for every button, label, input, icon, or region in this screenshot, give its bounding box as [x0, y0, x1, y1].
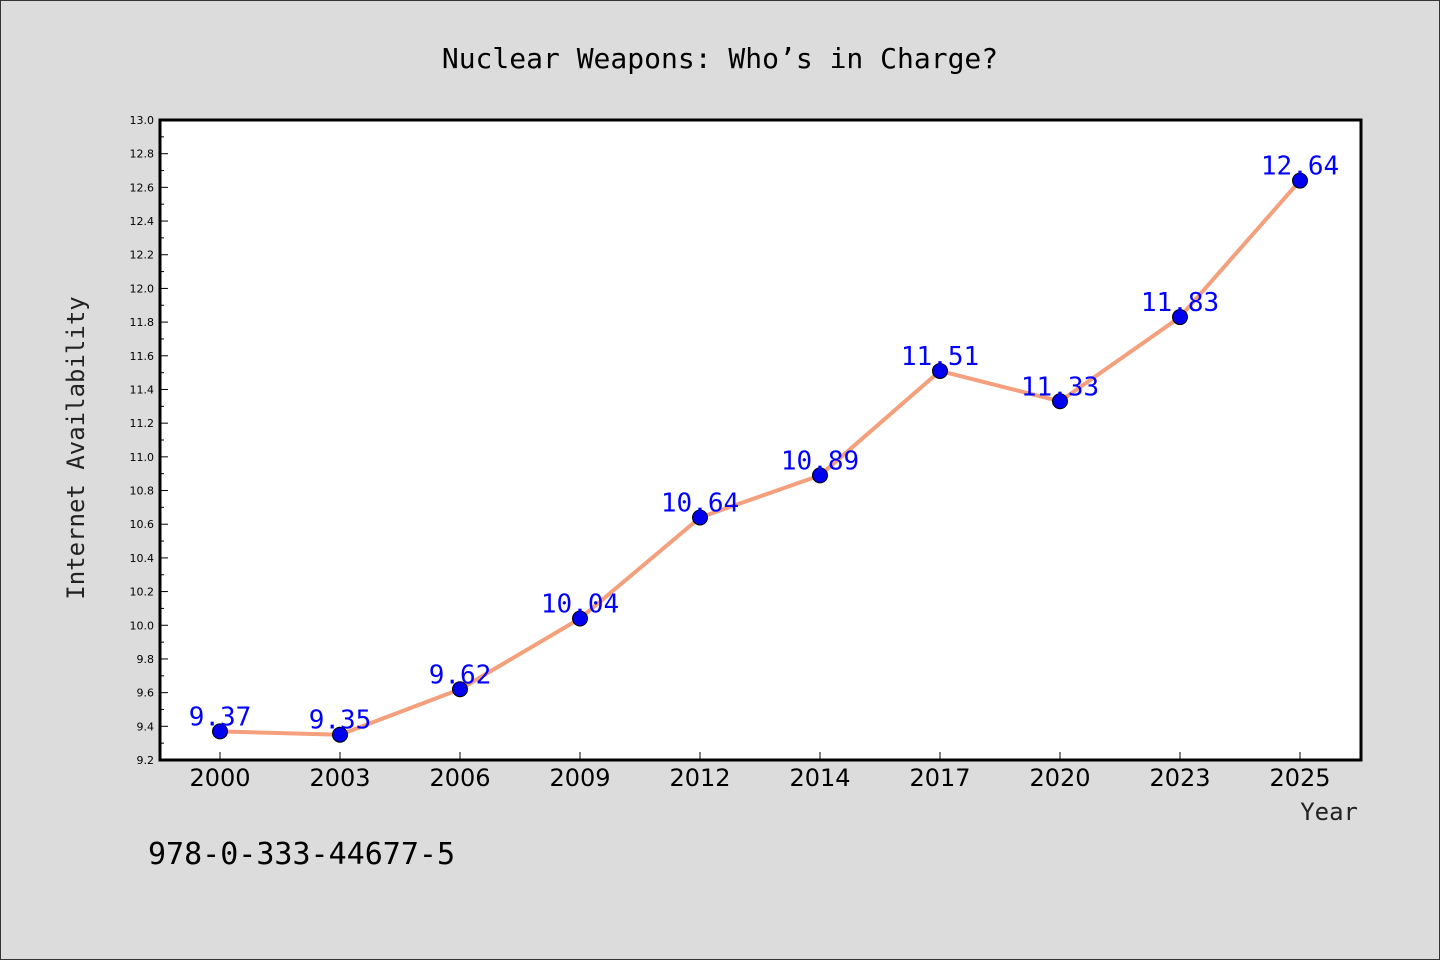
y-tick-label: 12.6 — [130, 181, 155, 194]
chart-title: Nuclear Weapons: Who’s in Charge? — [442, 42, 998, 75]
x-tick-label: 2000 — [189, 764, 250, 792]
y-tick-label: 10.4 — [130, 552, 155, 565]
x-tick-label: 2009 — [549, 764, 610, 792]
x-axis-title: Year — [1300, 798, 1358, 826]
data-value-label: 9.62 — [429, 660, 492, 690]
data-value-label: 11.33 — [1021, 372, 1099, 402]
data-value-label: 11.51 — [901, 342, 979, 372]
y-tick-label: 9.8 — [137, 653, 155, 666]
y-tick-label: 11.0 — [130, 451, 155, 464]
y-tick-label: 11.4 — [130, 383, 155, 396]
data-value-label: 9.37 — [189, 702, 252, 732]
y-tick-label: 11.8 — [130, 316, 155, 329]
data-point-marker — [692, 509, 708, 526]
y-axis: 9.2 9.4 9.6 9.8 10.0 10.2 10.4 10.6 10.8 11.0 11.2… — [130, 114, 168, 767]
data-point-marker — [1172, 309, 1188, 326]
y-tick-label: 12.8 — [130, 148, 155, 161]
x-tick-label: 2025 — [1269, 764, 1330, 792]
y-tick-label: 12.2 — [130, 249, 155, 262]
data-point-marker — [572, 610, 588, 627]
data-value-label: 9.35 — [309, 706, 372, 736]
data-point-marker — [212, 723, 228, 740]
data-value-label: 11.83 — [1141, 288, 1219, 318]
series-line — [219, 179, 1302, 737]
x-tick-label: 2012 — [669, 764, 730, 792]
y-tick-label: 10.6 — [130, 518, 155, 531]
data-point-marker — [1292, 172, 1308, 189]
y-tick-label: 10.2 — [130, 586, 155, 599]
series-line-group — [219, 179, 1302, 737]
y-tick-label: 12.4 — [130, 215, 155, 228]
y-tick-label: 10.8 — [130, 485, 155, 498]
y-axis-title: Internet Availability — [62, 296, 90, 599]
y-tick-label: 9.4 — [137, 720, 155, 733]
data-value-label: 10.64 — [661, 488, 739, 518]
x-tick-label: 2023 — [1149, 764, 1210, 792]
data-point-marker — [812, 467, 828, 484]
y-tick-label: 11.2 — [130, 417, 155, 430]
x-axis: 2000 2003 2006 2009 2012 2014 2017 2020 2023 2025 — [189, 752, 1331, 792]
x-tick-label: 2014 — [789, 764, 850, 792]
y-tick-label: 10.0 — [130, 619, 155, 632]
y-tick-label: 9.2 — [137, 754, 155, 767]
data-point-marker — [332, 726, 348, 743]
data-value-label: 10.04 — [541, 590, 619, 620]
x-tick-label: 2020 — [1029, 764, 1090, 792]
data-point-marker — [452, 681, 468, 698]
y-tick-label: 11.6 — [130, 350, 155, 363]
data-value-label: 12.64 — [1261, 152, 1339, 182]
data-value-label: 10.89 — [781, 446, 859, 476]
data-point-marker — [932, 362, 948, 379]
marker-group — [212, 172, 1308, 743]
y-tick-label: 9.6 — [137, 687, 155, 700]
data-label-group: 9.37 9.35 9.62 10.04 10.64 10.89 11.51 11.33 11.… — [189, 152, 1339, 736]
x-tick-label: 2017 — [909, 764, 970, 792]
data-point-marker — [1052, 393, 1068, 410]
isbn-text: 978-0-333-44677-5 — [148, 837, 455, 872]
x-tick-label: 2003 — [309, 764, 370, 792]
x-tick-label: 2006 — [429, 764, 490, 792]
plot-area — [158, 118, 1363, 762]
y-tick-label: 13.0 — [130, 114, 155, 127]
y-tick-label: 12.0 — [130, 282, 155, 295]
